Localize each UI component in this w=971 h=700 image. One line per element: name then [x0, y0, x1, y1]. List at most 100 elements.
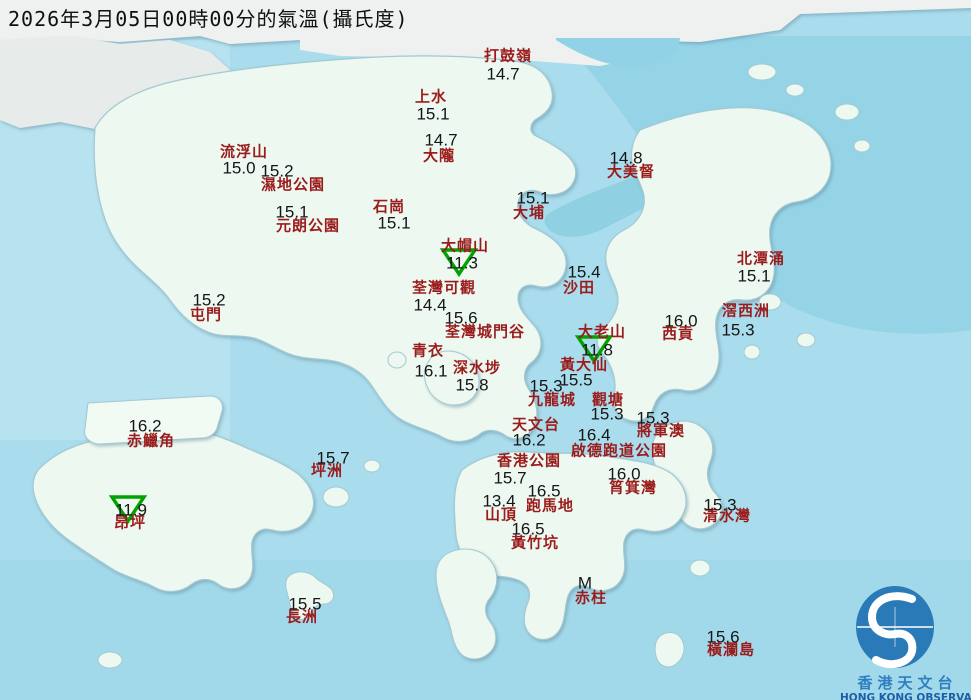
station-value-tuen-mun: 15.2	[192, 290, 226, 310]
station-label-happy-valley: 跑馬地	[525, 496, 575, 515]
station-label-sai-kung: 西貢	[661, 324, 695, 343]
station-value-tseung-kwan-o: 15.3	[636, 408, 670, 428]
water-starling-inlet	[556, 38, 680, 68]
station-value-tsing-yi: 16.1	[414, 361, 448, 381]
station-label-tuen-mun: 屯門	[189, 305, 223, 324]
low-temp-marker-icon	[574, 333, 614, 369]
hko-logo-en-text: HONG KONG OBSERVATORY	[840, 691, 971, 700]
station-label-tsing-yi: 青衣	[411, 341, 445, 360]
station-value-peng-chau: 15.7	[316, 448, 350, 468]
station-value-happy-valley: 16.5	[527, 481, 561, 501]
station-label-sha-tin: 沙田	[562, 278, 596, 297]
station-value-pak-tam-chung: 15.1	[737, 266, 771, 286]
land-peng-chau	[322, 486, 350, 508]
land-islet-2	[743, 344, 761, 360]
station-value-shek-kong: 15.1	[377, 213, 411, 233]
station-value-shau-kei-wan: 16.0	[607, 464, 641, 484]
station-label-cheung-chau: 長洲	[285, 607, 319, 626]
station-label-waglan-island: 橫瀾島	[706, 640, 756, 659]
station-value-sai-kung: 16.0	[664, 311, 698, 331]
station-label-observatory: 天文台	[511, 415, 561, 434]
land-islet-6	[747, 63, 777, 81]
hko-logo: 香港天文台 HONG KONG OBSERVATORY	[840, 563, 971, 700]
land-ma-wan	[387, 351, 407, 369]
land-islet-4	[834, 103, 860, 121]
station-value-wong-chuk-hang: 16.5	[511, 519, 545, 539]
station-label-yuen-long-park: 元朗公園	[275, 216, 341, 235]
station-value-clear-water-bay: 15.3	[703, 495, 737, 515]
land-lamma	[435, 548, 498, 660]
land-airport	[84, 395, 223, 445]
station-value-chek-lap-kok: 16.2	[128, 416, 162, 436]
station-value-wong-tai-sin: 15.5	[559, 370, 593, 390]
station-value-sha-tin: 15.4	[567, 262, 601, 282]
station-value-tai-mei-tuk: 14.8	[609, 148, 643, 168]
station-label-wong-tai-sin: 黃大仙	[559, 355, 609, 374]
station-value-ngong-ping: 11.9	[115, 500, 147, 520]
station-label-tai-mo-shan: 大帽山	[440, 236, 490, 255]
station-value-sham-shui-po: 15.8	[455, 375, 489, 395]
hko-logo-icon	[856, 586, 934, 669]
station-value-hong-kong-park: 15.7	[493, 468, 527, 488]
station-value-tai-mo-shan: 11.3	[446, 253, 478, 273]
station-label-wetland-park: 濕地公園	[260, 175, 326, 194]
land-islet-8	[689, 559, 711, 577]
land-islet-10	[97, 651, 123, 669]
station-label-stanley: 赤柱	[574, 588, 608, 607]
station-value-tsuen-wan-shing-mun-valley: 15.6	[444, 308, 478, 328]
station-value-sheung-shui: 15.1	[416, 104, 450, 124]
station-value-ta-kwu-ling: 14.7	[486, 64, 520, 84]
low-temp-marker-icon	[108, 493, 148, 529]
station-label-lau-fau-shan: 流浮山	[219, 142, 269, 161]
station-label-clear-water-bay: 清水灣	[702, 506, 752, 525]
station-label-tai-mei-tuk: 大美督	[606, 162, 656, 181]
station-label-wong-chuk-hang: 黃竹坑	[510, 533, 560, 552]
land-islet-3	[796, 332, 816, 348]
station-label-tates-cairn: 大老山	[577, 322, 627, 341]
station-label-tsuen-wan-shing-mun-valley: 荃灣城門谷	[444, 322, 526, 341]
station-label-ta-kwu-ling: 打鼓嶺	[483, 46, 533, 65]
land-islet-7	[785, 83, 805, 97]
page-title: 2026年3月05日00時00分的氣溫(攝氏度)	[8, 7, 409, 31]
station-value-kai-tak-runway-park: 16.4	[577, 425, 611, 445]
station-label-peak: 山頂	[484, 505, 518, 524]
station-value-tates-cairn: 11.8	[581, 340, 613, 360]
land-po-toi	[654, 632, 685, 668]
station-value-kau-sai-chau: 15.3	[721, 320, 755, 340]
station-label-kwun-tong: 觀塘	[591, 390, 625, 409]
land-new-territories	[93, 55, 577, 443]
low-temp-marker-icon	[439, 246, 479, 282]
station-label-tai-po: 大埔	[512, 203, 546, 222]
station-value-ta-lung: 14.7	[424, 130, 458, 150]
station-label-kau-sai-chau: 滘西洲	[721, 301, 771, 320]
station-label-shau-kei-wan: 筲箕灣	[608, 478, 658, 497]
land-cheung-chau	[285, 571, 335, 620]
station-value-wetland-park: 15.2	[260, 161, 294, 181]
hko-logo-cn-text: 香港天文台	[857, 674, 958, 692]
station-label-ngong-ping: 昂坪	[113, 513, 147, 532]
station-label-pak-tam-chung: 北潭涌	[736, 249, 786, 268]
station-label-ta-lung: 大隴	[422, 146, 456, 165]
station-label-sham-shui-po: 深水埗	[452, 358, 502, 377]
station-label-tseung-kwan-o: 將軍澳	[636, 421, 686, 440]
station-label-kai-tak-runway-park: 啟德跑道公園	[570, 441, 668, 460]
station-value-waglan-island: 15.6	[706, 627, 740, 647]
station-label-peng-chau: 坪洲	[310, 461, 344, 480]
station-value-tai-po: 15.1	[516, 188, 550, 208]
station-value-stanley: M	[577, 573, 593, 593]
station-value-observatory: 16.2	[512, 430, 546, 450]
land-islet-5	[853, 139, 871, 153]
station-value-tsuen-wan-ho-koon: 14.4	[413, 295, 447, 315]
mainland-shenzhen	[0, 0, 971, 46]
land-islet-1	[758, 293, 782, 311]
land-sai-kung	[596, 107, 832, 422]
station-label-tsuen-wan-ho-koon: 荃灣可觀	[411, 278, 477, 297]
station-label-sheung-shui: 上水	[414, 87, 448, 106]
station-label-kowloon-city: 九龍城	[527, 390, 577, 409]
land-islet-9	[363, 459, 381, 473]
station-value-kowloon-city: 15.3	[529, 376, 563, 396]
station-label-hong-kong-park: 香港公園	[496, 451, 562, 470]
station-value-lau-fau-shan: 15.0	[222, 158, 256, 178]
